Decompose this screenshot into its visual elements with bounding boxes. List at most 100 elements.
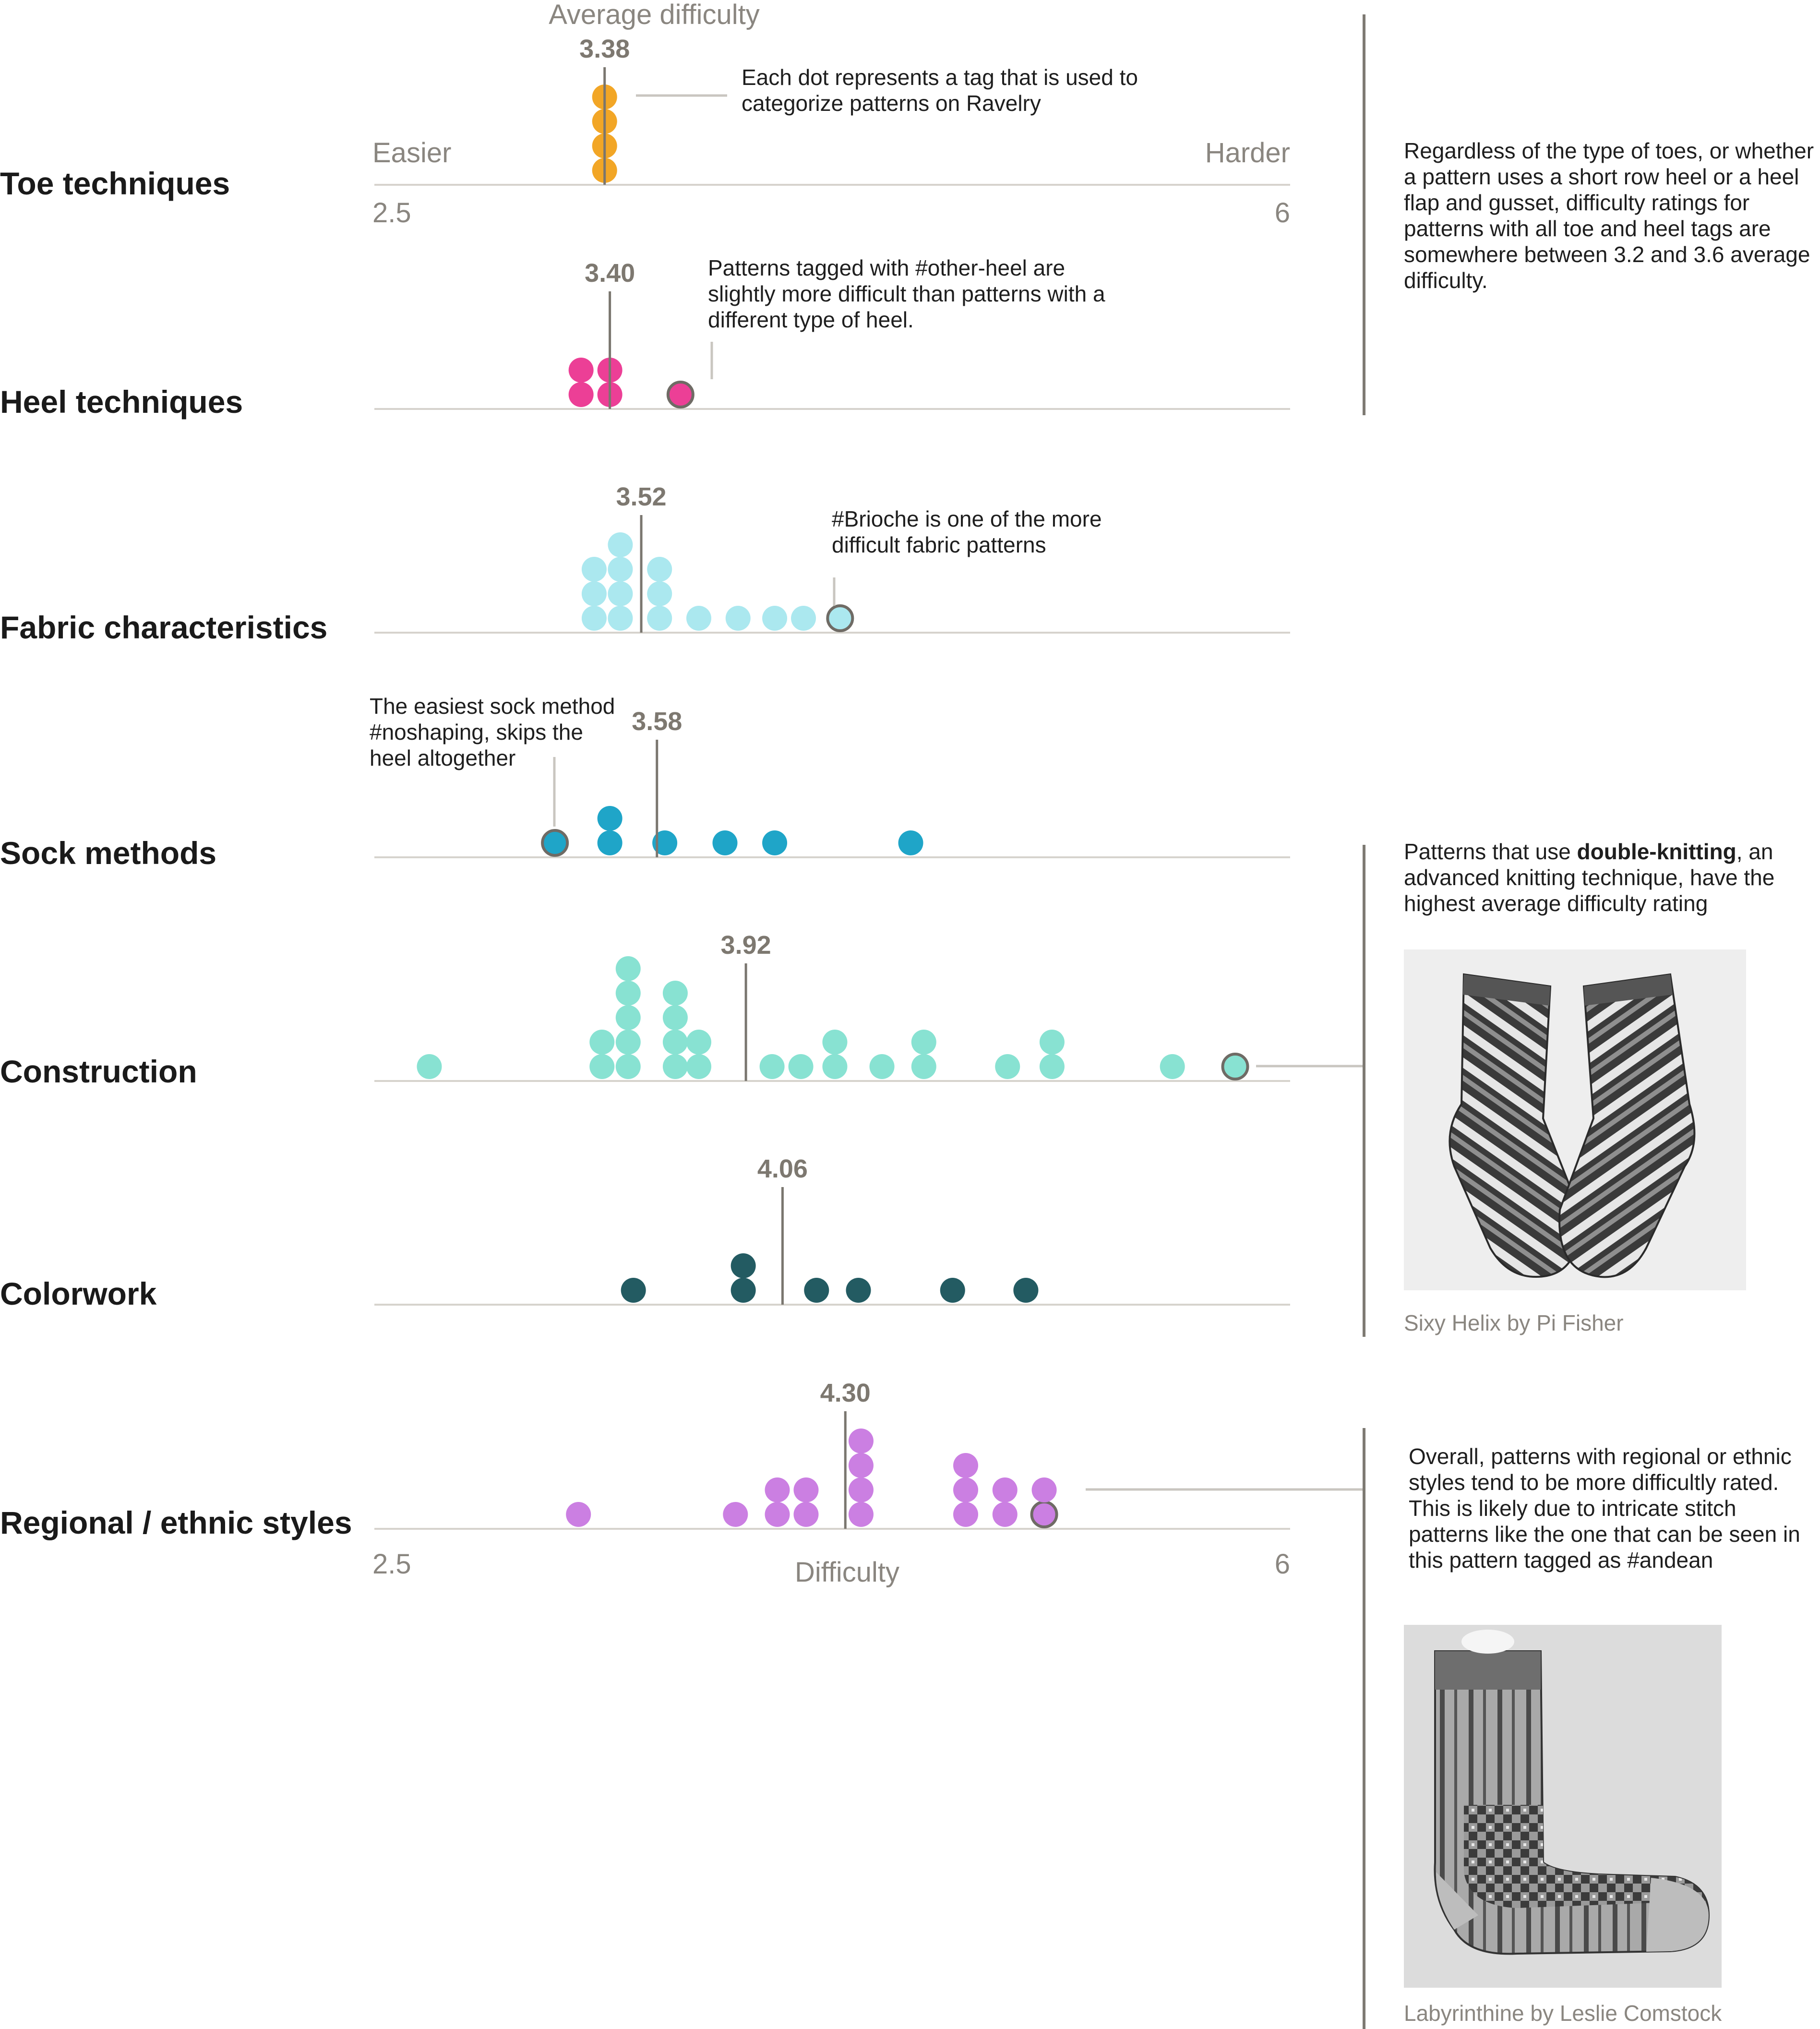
- tag-dot: [589, 1054, 615, 1079]
- tag-dot: [1031, 1477, 1057, 1502]
- tag-dot: [765, 1502, 790, 1527]
- row-regional-ethnic-styles: Regional / ethnic styles 4.30: [0, 1379, 1290, 1540]
- tag-dot: [940, 1278, 965, 1303]
- tag-dot: [762, 830, 788, 855]
- tag-dot: [568, 358, 594, 383]
- tag-dot: [1160, 1054, 1185, 1079]
- tag-dot: [662, 981, 688, 1006]
- toe-annotation-line-1: Each dot represents a tag that is used t…: [742, 65, 1138, 90]
- row-fabric-characteristics: Fabric characteristics 3.52: [0, 482, 1290, 645]
- tag-dot: [869, 1054, 895, 1079]
- tag-dot: [848, 1477, 874, 1502]
- average-label-regional-ethnic-styles: 4.30: [820, 1379, 871, 1407]
- tag-dot: [911, 1030, 936, 1055]
- tag-dot: [730, 1278, 756, 1303]
- sidebar-note-double-knitting: Patterns that use double-knitting, an ad…: [1404, 839, 1817, 916]
- tag-dot: [615, 956, 641, 981]
- row-sock-methods: Sock methods 3.58: [0, 707, 1290, 871]
- note2-pre: Patterns that use: [1404, 839, 1577, 864]
- average-label-fabric-characteristics: 3.52: [616, 482, 666, 511]
- sidebar-note-toe-heel: Regardless of the type of toes, or wheth…: [1404, 138, 1814, 293]
- tag-dot: [686, 606, 711, 631]
- category-label-toe-techniques: Toe techniques: [0, 166, 230, 201]
- tag-dot: [615, 1005, 641, 1030]
- photo1-credit: Sixy Helix by Pi Fisher: [1404, 1310, 1624, 1335]
- tick-min-bottom: 2.5: [372, 1549, 411, 1580]
- tag-dot: [621, 1278, 646, 1303]
- tag-dot: [992, 1477, 1018, 1502]
- tag-dot: [608, 606, 633, 631]
- tag-dot: [898, 830, 923, 855]
- tag-dot: [725, 606, 751, 631]
- tag-dot: [762, 606, 788, 631]
- harder-label: Harder: [1205, 137, 1290, 168]
- tag-dot: [686, 1054, 711, 1079]
- row-construction: Construction 3.92: [0, 931, 1290, 1089]
- highlight-dot: [826, 604, 854, 632]
- tag-dot: [759, 1054, 785, 1079]
- tag-dot: [647, 581, 672, 606]
- tag-dot: [566, 1502, 591, 1527]
- average-label-sock-methods: 3.58: [632, 707, 682, 736]
- easier-label: Easier: [372, 137, 451, 168]
- heel-annotation-line-1: Patterns tagged with #other-heel are: [708, 255, 1065, 280]
- highlight-dot: [541, 829, 569, 857]
- fabric-annotation-line-1: #Brioche is one of the more: [832, 506, 1102, 531]
- tag-dot: [804, 1278, 829, 1303]
- row-heel-techniques: Heel techniques 3.40: [0, 259, 1290, 420]
- tick-max-bottom: 6: [1275, 1549, 1290, 1580]
- chart-header: Average difficulty: [549, 0, 760, 30]
- tag-dot: [662, 1030, 688, 1055]
- category-label-heel-techniques: Heel techniques: [0, 384, 243, 420]
- tag-dot: [597, 806, 623, 831]
- tag-dot: [662, 1005, 688, 1030]
- tag-dot: [822, 1054, 848, 1079]
- tag-dot: [615, 1054, 641, 1079]
- heel-annotation-line-2: slightly more difficult than patterns wi…: [708, 281, 1105, 306]
- tag-dot: [730, 1253, 756, 1278]
- tag-dot: [793, 1502, 819, 1527]
- average-label-construction: 3.92: [721, 931, 771, 960]
- sock-annotation-line-2: #noshaping, skips the: [370, 720, 583, 744]
- sock-photo-sixy-helix: [1404, 949, 1746, 1290]
- tag-dot: [647, 557, 672, 582]
- tag-dot: [608, 581, 633, 606]
- average-label-heel-techniques: 3.40: [585, 259, 635, 288]
- tag-dot: [765, 1477, 790, 1502]
- category-label-regional-ethnic-styles: Regional / ethnic styles: [0, 1505, 352, 1540]
- tag-dot: [615, 1030, 641, 1055]
- tag-dot: [712, 830, 738, 855]
- tag-dot: [953, 1477, 979, 1502]
- tag-dot: [597, 830, 623, 855]
- tag-dot: [417, 1054, 442, 1079]
- tag-dot: [788, 1054, 814, 1079]
- tag-dot: [953, 1502, 979, 1527]
- sock-photo-labyrinthine: [1404, 1625, 1722, 1988]
- tag-dot: [822, 1030, 848, 1055]
- tag-dot: [791, 606, 816, 631]
- tag-dot: [848, 1429, 874, 1453]
- category-label-sock-methods: Sock methods: [0, 835, 216, 871]
- fabric-annotation: #Brioche is one of the more difficult fa…: [832, 506, 1108, 557]
- tag-dot: [581, 581, 607, 606]
- tag-dot: [1013, 1278, 1039, 1303]
- tag-dot: [615, 981, 641, 1006]
- tag-dot: [568, 382, 594, 407]
- toe-annotation: Each dot represents a tag that is used t…: [742, 65, 1144, 116]
- tag-dot: [846, 1278, 871, 1303]
- tag-dot: [793, 1477, 819, 1502]
- tag-dot: [848, 1453, 874, 1478]
- tag-dot: [848, 1502, 874, 1527]
- average-label-colorwork: 4.06: [757, 1154, 808, 1183]
- tag-dot: [911, 1054, 936, 1079]
- highlight-dot: [1030, 1501, 1058, 1528]
- highlight-dot: [666, 381, 694, 408]
- toe-annotation-line-2: categorize patterns on Ravelry: [742, 91, 1041, 116]
- sock-annotation: The easiest sock method #noshaping, skip…: [370, 694, 621, 770]
- category-label-construction: Construction: [0, 1054, 197, 1089]
- tag-dot: [992, 1502, 1018, 1527]
- tick-max-top: 6: [1275, 197, 1290, 228]
- tag-dot: [608, 557, 633, 582]
- tag-dot: [652, 830, 678, 855]
